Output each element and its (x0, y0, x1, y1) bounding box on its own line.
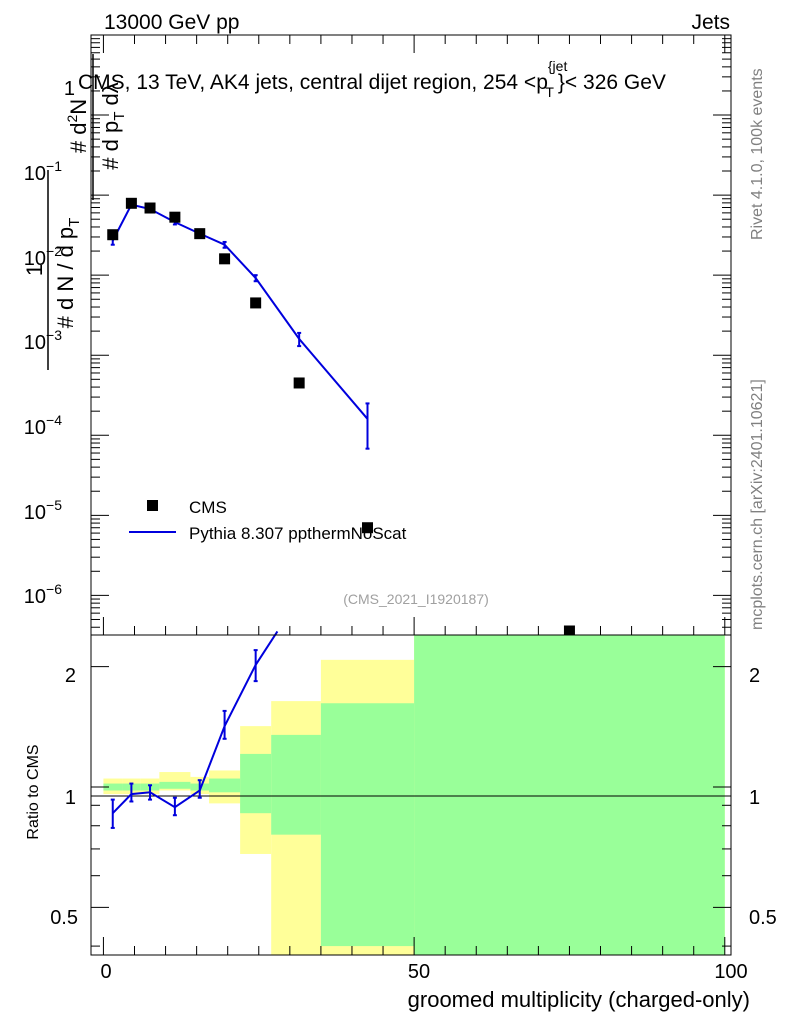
plot-title: CMS, 13 TeV, AK4 jets, central dijet reg… (78, 58, 666, 100)
cms-data-point (362, 522, 374, 534)
ratio-plot-frame (90, 634, 732, 956)
pythia-series-line (111, 203, 369, 420)
x-axis-label: groomed multiplicity (charged-only) (408, 987, 750, 1012)
ratio-uncertainty-bands (103, 635, 725, 955)
ratio-ytick-label-1-right: 1 (749, 787, 760, 809)
main-plot: 1 10−1 10−2 10−3 10−4 10−5 10−6 1 # d N … (22, 34, 732, 637)
cms-data-point (107, 229, 119, 241)
cms-data-point (125, 197, 137, 209)
stat-uncertainty-band (271, 734, 321, 835)
ratio-ytick-label-2-right: 2 (749, 665, 760, 687)
main-mc-series (110, 201, 370, 450)
stat-uncertainty-band (320, 703, 415, 947)
legend: CMS Pythia 8.307 ppthermNoScat (129, 498, 407, 543)
ytick-label-1e-3: 10−3 (24, 327, 62, 354)
xtick-label-0: 0 (100, 961, 111, 983)
ratio-ytick-label-0p5: 0.5 (50, 907, 78, 929)
ratio-ytick-label-0p5-right: 0.5 (749, 907, 777, 929)
ratio-y-ticks (91, 666, 731, 947)
mcplots-label: mcplots.cern.ch [arXiv:2401.10621] (749, 379, 766, 630)
main-plot-frame (90, 34, 732, 636)
stat-uncertainty-band (103, 783, 123, 791)
ytick-label-1e-6: 10−6 (24, 581, 62, 608)
cms-data-point (250, 297, 262, 309)
cms-data-point (194, 228, 206, 240)
analysis-tag: (CMS_2021_I1920187) (343, 591, 489, 607)
xtick-label-50: 50 (408, 961, 430, 983)
header-left-label: 13000 GeV pp (104, 11, 239, 34)
ylabel-frac2-den: # d pT dλ (98, 82, 128, 169)
main-y-axis-label: 1 # d N / d pT # d2N # d pT dλ (22, 54, 128, 370)
rivet-version-label: Rivet 4.1.0, 100k events (749, 68, 766, 240)
cms-data-point (219, 253, 231, 265)
ytick-label-1: 1 (64, 78, 75, 100)
main-y-tick-labels: 1 10−1 10−2 10−3 10−4 10−5 10−6 (24, 78, 75, 608)
x-ticks (102, 35, 726, 955)
ytick-label-1e-1: 10−1 (24, 158, 62, 185)
main-y-ticks (91, 34, 731, 628)
legend-pythia-label: Pythia 8.307 ppthermNoScat (189, 524, 407, 543)
main-data-series (107, 197, 575, 637)
stat-uncertainty-band (414, 635, 725, 955)
xtick-label-100: 100 (714, 961, 747, 983)
ratio-pythia-line (112, 630, 279, 814)
legend-cms-label: CMS (189, 498, 227, 517)
ratio-ytick-label-1: 1 (65, 787, 76, 809)
ylabel-frac2-num: # d2N (64, 99, 91, 153)
ytick-label-1e-4: 10−4 (24, 412, 62, 439)
cms-data-point (169, 211, 181, 223)
cms-data-point (293, 377, 305, 389)
ratio-mc-series (110, 630, 279, 829)
stat-uncertainty-band (159, 781, 191, 789)
stat-uncertainty-band (209, 778, 241, 793)
header-right-label: Jets (691, 11, 730, 34)
ratio-y-axis-label: Ratio to CMS (25, 744, 42, 839)
ytick-label-1e-5: 10−5 (24, 497, 62, 524)
ylabel-frac1-num: 1 (22, 264, 47, 276)
stat-uncertainty-band (240, 753, 272, 814)
ratio-ytick-label-2: 2 (65, 665, 76, 687)
legend-cms-marker (147, 500, 158, 511)
cms-data-point (144, 202, 156, 214)
ytick-label-1e-2: 10−2 (24, 243, 62, 270)
ylabel-frac1-den: # d N / d pT (53, 218, 83, 329)
ratio-plot: 2 1 0.5 2 1 0.5 Ratio to CMS 0 50 100 gr… (25, 35, 777, 1012)
